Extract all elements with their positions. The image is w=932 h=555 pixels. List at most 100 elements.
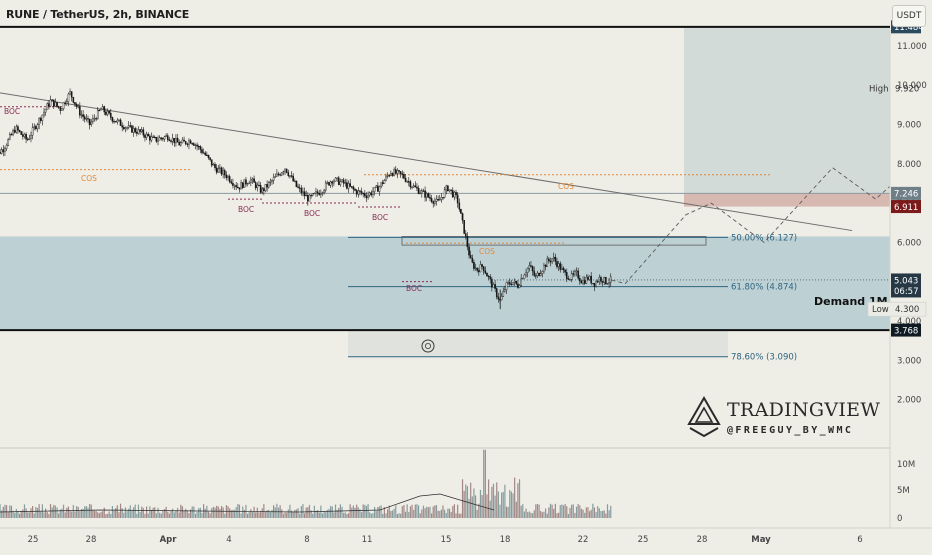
candle-body <box>20 131 23 135</box>
candle-body <box>201 149 203 153</box>
candle-body <box>290 175 293 177</box>
currency-button[interactable]: USDT <box>892 5 926 27</box>
volume-bar <box>558 512 560 518</box>
candle-body <box>375 185 378 188</box>
candle-body <box>424 190 426 198</box>
volume-bar <box>597 506 599 518</box>
candle-body <box>298 187 301 189</box>
time-tick-label: 15 <box>441 535 452 545</box>
candle-body <box>561 267 563 270</box>
candle-body <box>399 171 402 174</box>
volume-bar <box>406 504 408 518</box>
volume-bar <box>473 488 475 518</box>
candle-body <box>197 146 200 148</box>
candle-body <box>184 141 187 145</box>
candle-body <box>393 169 395 176</box>
volume-bar <box>128 508 130 518</box>
volume-bar <box>15 508 17 518</box>
candle-body <box>430 198 433 202</box>
candle-body <box>80 114 83 116</box>
volume-bar <box>294 509 296 518</box>
candle-body <box>7 138 9 146</box>
candle-body <box>466 236 469 248</box>
candle-body <box>67 93 70 102</box>
volume-bar <box>87 507 89 518</box>
candle-body <box>202 152 205 154</box>
candle-body <box>100 108 102 111</box>
volume-bar <box>51 507 53 518</box>
candle-body <box>328 182 330 186</box>
candle-body <box>492 284 495 288</box>
volume-bar <box>255 512 257 518</box>
candle-body <box>54 102 57 107</box>
volume-bar <box>590 509 592 518</box>
candle-body <box>189 140 192 144</box>
candle-body <box>61 108 63 111</box>
volume-bar <box>367 504 369 518</box>
volume-bar <box>523 511 526 518</box>
candle-body <box>199 146 202 150</box>
candle-body <box>313 192 316 195</box>
candle-body <box>491 278 493 288</box>
candle-body <box>476 267 478 271</box>
volume-bar <box>113 510 115 518</box>
volume-tick-label: 10M <box>897 460 915 470</box>
volume-bar <box>531 513 534 518</box>
volume-bar <box>100 511 102 518</box>
candle-body <box>378 186 381 192</box>
watermark-brand: TRADINGVIEW <box>727 399 881 421</box>
candle-body <box>64 102 66 104</box>
volume-bar <box>421 509 423 518</box>
candle-body <box>487 275 490 278</box>
candle-body <box>596 281 599 283</box>
candle-body <box>323 189 325 193</box>
candle-body <box>445 185 448 191</box>
volume-bar <box>95 511 97 518</box>
candle-body <box>238 187 241 190</box>
candle-body <box>539 273 542 276</box>
volume-bar <box>196 511 198 518</box>
volume-bar <box>429 506 431 518</box>
candle-body <box>302 191 304 194</box>
candle-body <box>600 277 602 282</box>
candle-body <box>478 270 480 273</box>
candle-body <box>0 151 1 154</box>
candle-body <box>388 175 391 177</box>
volume-bar <box>219 508 221 518</box>
candle-body <box>528 265 531 269</box>
volume-bar <box>517 483 519 518</box>
volume-bar <box>360 512 363 518</box>
volume-bar <box>380 505 382 518</box>
candle-body <box>521 278 524 280</box>
volume-bar <box>536 504 539 518</box>
candle-body <box>158 137 161 141</box>
volume-bar <box>93 510 96 518</box>
candle-body <box>593 282 596 287</box>
volume-bar <box>595 512 597 518</box>
volume-bar <box>79 511 81 518</box>
volume-bar <box>71 511 73 518</box>
volume-bar <box>499 504 501 518</box>
candle-body <box>269 180 272 183</box>
volume-bar <box>365 505 368 518</box>
volume-bar <box>603 510 605 518</box>
candle-body <box>308 194 311 202</box>
candle-body <box>342 179 345 184</box>
candle-body <box>494 284 496 289</box>
volume-bar <box>605 513 607 518</box>
structure-label: COS <box>81 174 97 183</box>
candle-body <box>212 164 215 166</box>
volume-bar <box>352 505 355 518</box>
volume-bar <box>201 512 203 518</box>
target-zone <box>684 26 890 207</box>
candle-body <box>259 185 262 193</box>
volume-bar <box>548 507 550 518</box>
volume-bar <box>409 506 412 518</box>
candle-body <box>373 187 376 192</box>
volume-bar <box>77 506 79 518</box>
candle-body <box>254 182 257 189</box>
candle-body <box>352 186 355 190</box>
candle-body <box>18 130 21 132</box>
